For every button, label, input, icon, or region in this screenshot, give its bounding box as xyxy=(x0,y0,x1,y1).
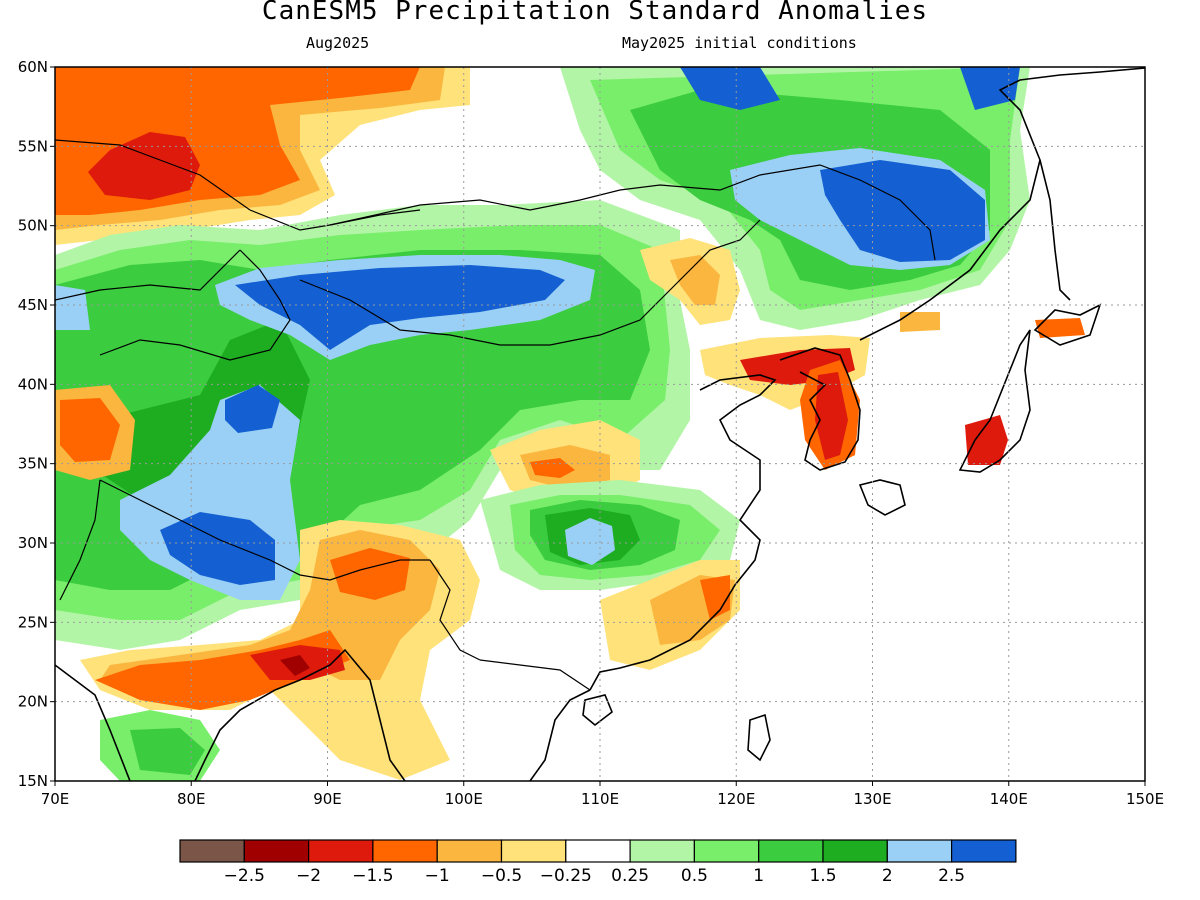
lat-tick-label: 40N xyxy=(18,375,48,393)
lat-tick-label: 25N xyxy=(18,613,48,631)
colorbar-swatch xyxy=(886,839,953,863)
coastline-china-east xyxy=(589,374,777,691)
colorbar-swatch xyxy=(629,839,695,863)
border-china-mongolia xyxy=(299,219,761,346)
colorbar-label: 2.5 xyxy=(938,866,965,886)
colorbar-swatch xyxy=(822,839,888,863)
dry-core-kazakhstan xyxy=(88,132,200,200)
lat-tick-label: 45N xyxy=(18,296,48,314)
colorbar-label: 1.5 xyxy=(809,866,836,886)
wet-core-northeast xyxy=(960,67,1020,110)
lon-tick-label: 100E xyxy=(445,790,483,808)
dry-patch-myanmar xyxy=(330,548,410,600)
lon-tick-label: 150E xyxy=(1126,790,1164,808)
lon-tick-label: 120E xyxy=(717,790,755,808)
dry-region-hokkaido xyxy=(1035,318,1085,338)
lat-tick-label: 15N xyxy=(18,772,48,790)
wet-region-amur-strong xyxy=(820,160,985,262)
border-myanmar-china xyxy=(429,559,481,661)
colorbar-swatch xyxy=(950,839,1017,863)
anomaly-fill-layer xyxy=(55,67,1145,781)
chart-title: CanESM5 Precipitation Standard Anomalies xyxy=(261,0,929,26)
dry-region-kashmir-core xyxy=(60,398,120,462)
coastline-bay-of-bengal xyxy=(274,648,406,781)
coastline-taiwan xyxy=(747,713,771,762)
dry-patch-japan-sea xyxy=(900,312,940,332)
colorbar-swatch xyxy=(372,839,438,863)
colorbar-swatch xyxy=(179,839,245,863)
colorbar-label: −0.25 xyxy=(540,866,592,886)
colorbar: −2.5 −2 −1.5 −1 −0.5 −0.25 0.25 0.5 1 1.5 2 2.5 xyxy=(179,839,1017,886)
colorbar-swatch xyxy=(243,839,310,863)
lon-tick-label: 70E xyxy=(41,790,70,808)
colorbar-swatch xyxy=(308,839,374,863)
coastline-sakhalin xyxy=(1039,159,1071,301)
coastline-japan-honshu xyxy=(958,329,1031,473)
coastline-korea xyxy=(779,347,861,471)
coastline-india-east xyxy=(194,689,276,781)
lat-tick-label: 50N xyxy=(18,217,48,235)
valid-month-label: Aug2025 xyxy=(306,34,370,52)
dry-patch-inner-mongolia-core xyxy=(670,255,720,305)
wet-region-west-edge xyxy=(55,285,90,330)
lon-tick-label: 80E xyxy=(177,790,206,808)
dry-region-central-china-peak xyxy=(530,458,575,478)
gridlines xyxy=(55,67,1145,781)
colorbar-label: −1 xyxy=(425,866,450,886)
colorbar-label: −0.5 xyxy=(481,866,522,886)
colorbar-label: −2.5 xyxy=(224,866,265,886)
colorbar-label: −1.5 xyxy=(352,866,393,886)
lon-tick-label: 140E xyxy=(990,790,1028,808)
wet-core-tibet-strong xyxy=(160,512,275,585)
coastline-india-west xyxy=(55,664,131,781)
coastline-layer xyxy=(55,67,1145,781)
wet-core-dzungaria-strong xyxy=(235,265,565,350)
lat-tick-label: 20N xyxy=(18,693,48,711)
init-conditions-label: May2025 initial conditions xyxy=(622,34,857,52)
dry-peak-bangladesh xyxy=(280,655,310,676)
border-india-pakistan xyxy=(59,479,101,601)
border-layer xyxy=(55,139,936,691)
colorbar-swatch xyxy=(758,839,824,863)
lon-tick-label: 130E xyxy=(853,790,891,808)
wet-region-india-south-core xyxy=(130,728,205,775)
border-china-kazakhstan xyxy=(99,249,291,361)
colorbar-swatch xyxy=(565,839,631,863)
coastline-japan-kyushu xyxy=(858,479,906,516)
lon-tick-label: 110E xyxy=(581,790,619,808)
lat-tick-label: 35N xyxy=(18,455,48,473)
lon-tick-label: 90E xyxy=(313,790,342,808)
border-china-vietnam xyxy=(479,659,591,691)
border-russia-mongolia xyxy=(329,164,936,261)
colorbar-label: −2 xyxy=(296,866,321,886)
colorbar-label: 0.5 xyxy=(681,866,708,886)
coastline-hainan xyxy=(582,694,613,727)
colorbar-label: 1 xyxy=(753,866,764,886)
coastline-indochina xyxy=(529,689,591,781)
wet-region-south-china-core xyxy=(565,518,615,565)
border-himalaya xyxy=(99,479,430,581)
wet-core-north xyxy=(680,67,780,110)
lat-tick-label: 30N xyxy=(18,534,48,552)
colorbar-label: 2 xyxy=(882,866,893,886)
wet-core-tibet-west xyxy=(225,385,280,433)
dry-region-japan xyxy=(965,415,1008,465)
border-russia-kazakhstan xyxy=(55,139,421,231)
lat-tick-label: 55N xyxy=(18,137,48,155)
lat-tick-label: 60N xyxy=(18,58,48,76)
colorbar-swatch xyxy=(436,839,503,863)
colorbar-swatch xyxy=(693,839,760,863)
colorbar-label: 0.25 xyxy=(611,866,649,886)
dry-coast-southeast-china-core xyxy=(700,575,730,620)
colorbar-swatch xyxy=(500,839,567,863)
dry-korea-core xyxy=(815,372,848,460)
border-kazakhstan-central xyxy=(55,249,241,301)
